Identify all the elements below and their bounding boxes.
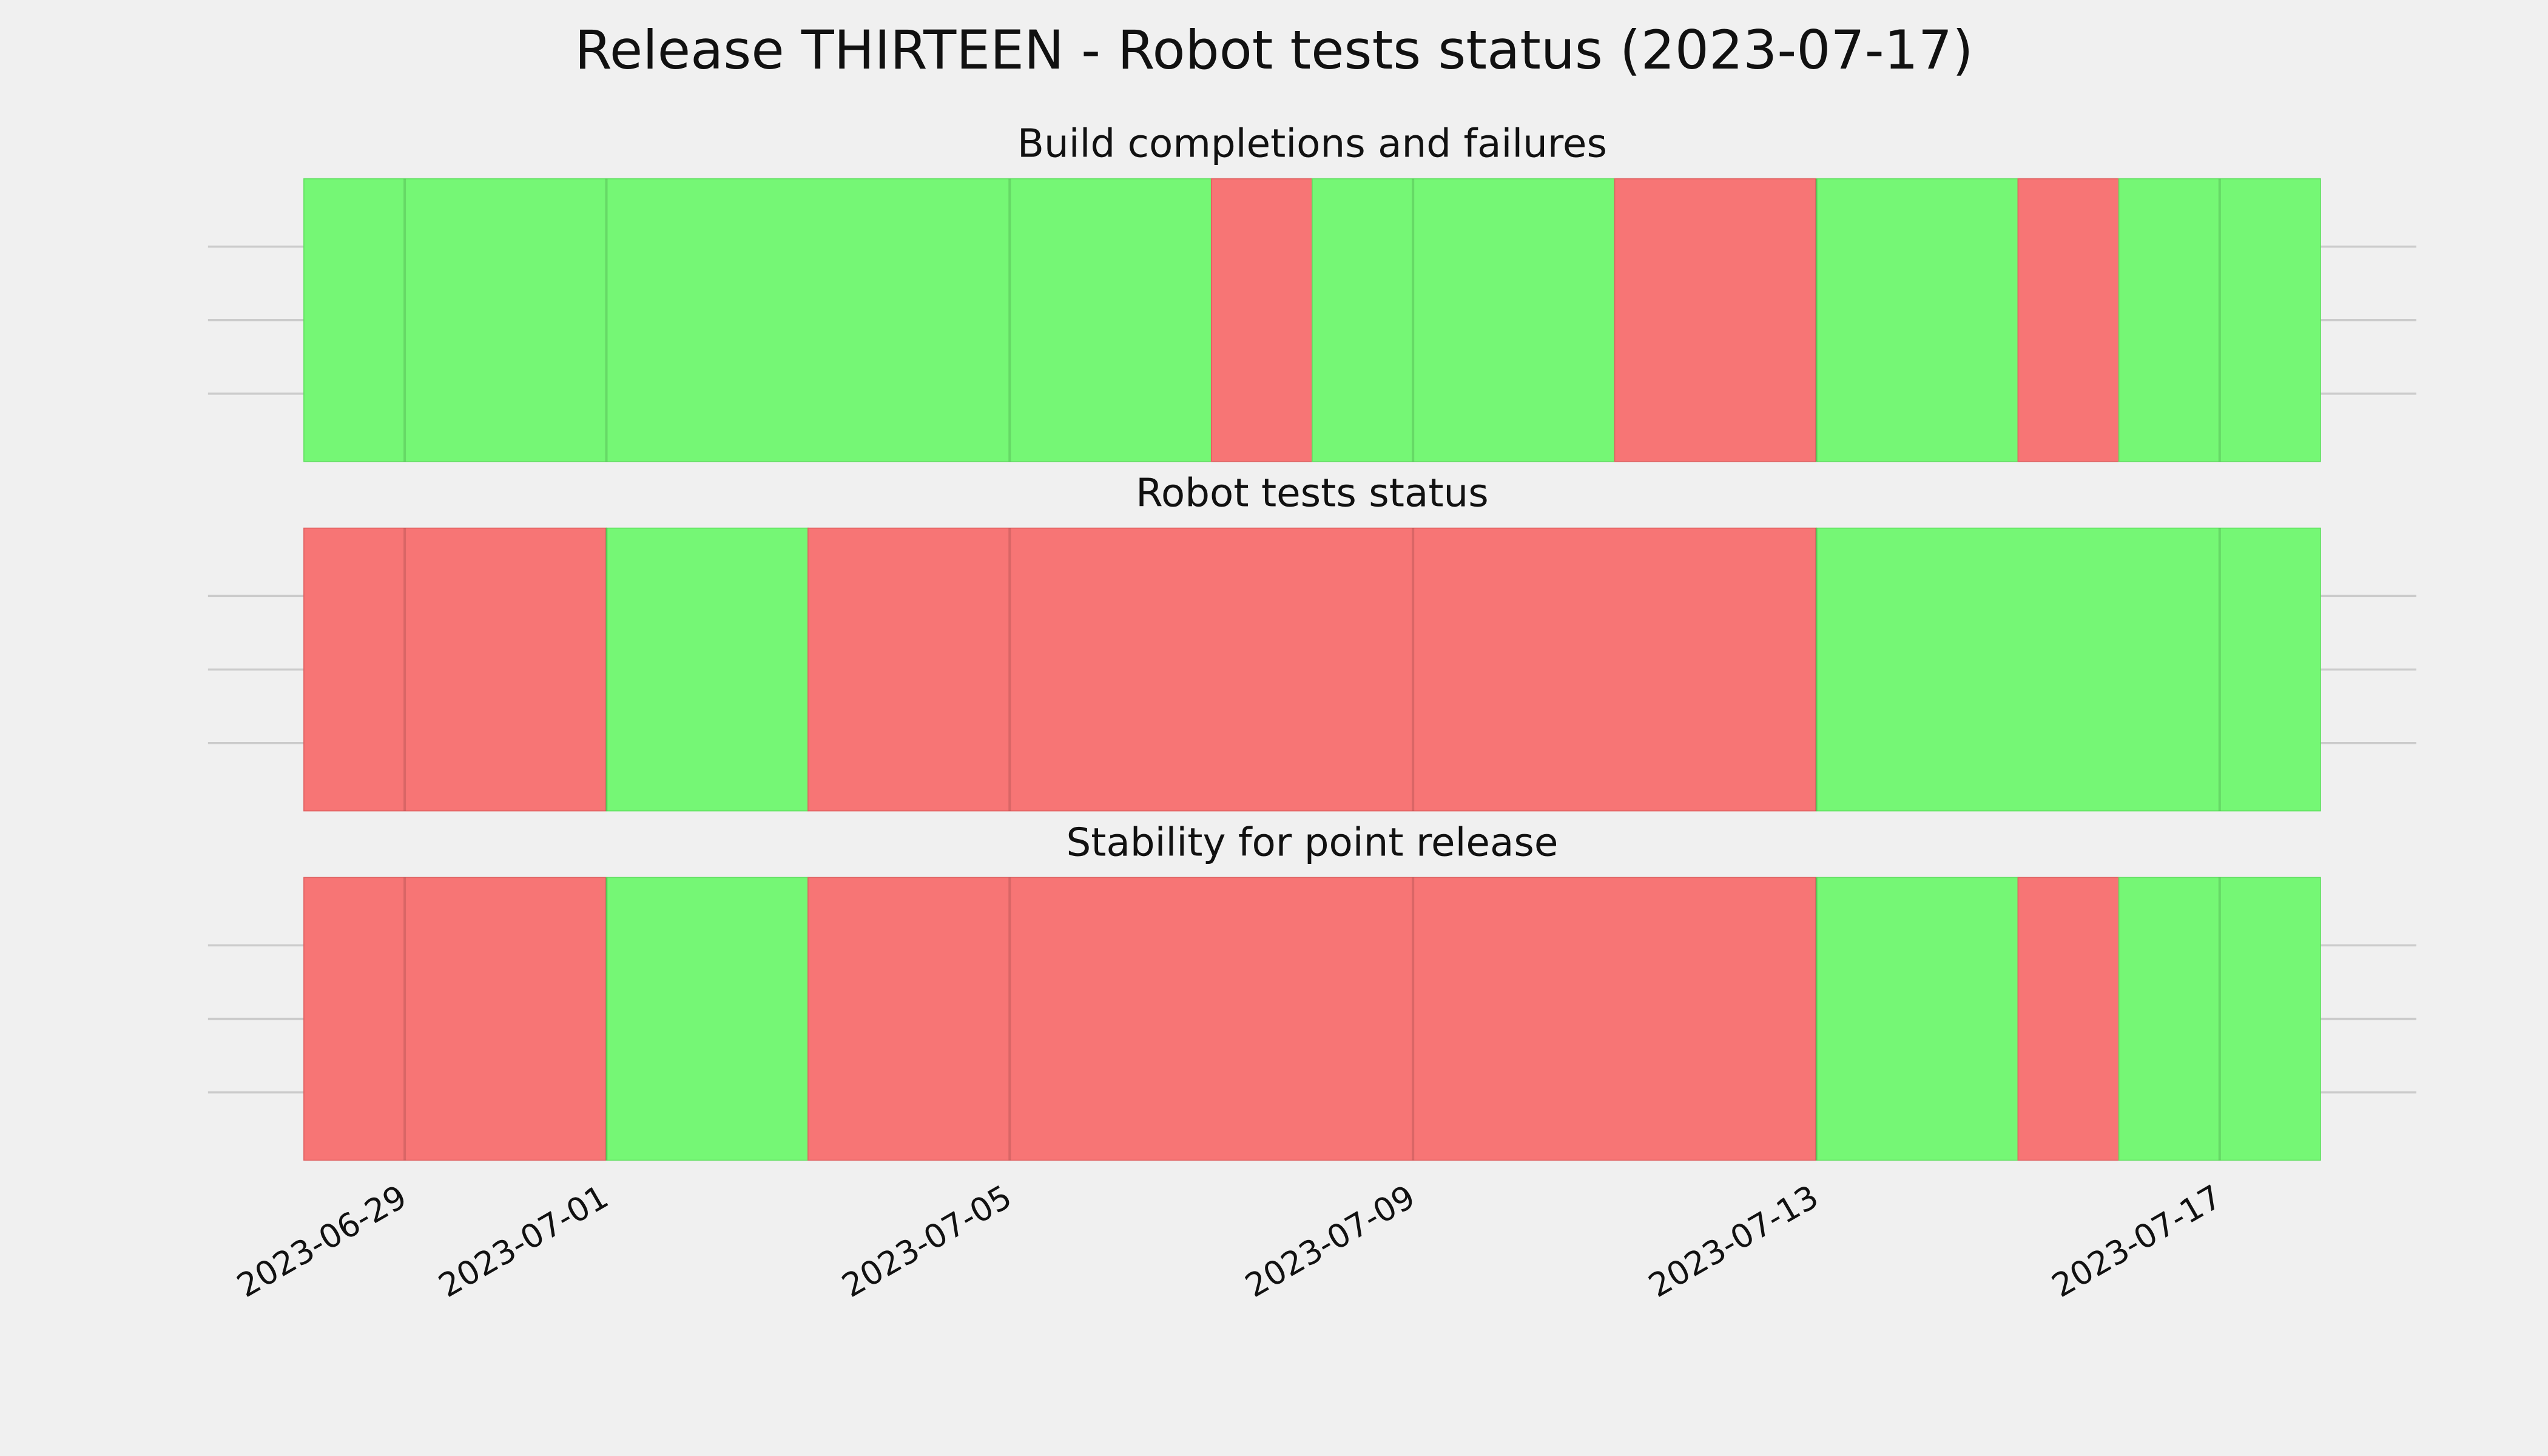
status-span <box>807 877 1817 1161</box>
status-span <box>1312 178 1616 462</box>
chart-title: Release THIRTEEN - Robot tests status (2… <box>575 19 1973 81</box>
status-span <box>2017 178 2120 462</box>
subplot-title: Robot tests status <box>1136 471 1489 516</box>
subplot-title: Build completions and failures <box>1017 121 1607 167</box>
status-span <box>303 527 607 812</box>
status-span <box>605 877 809 1161</box>
subplot-title: Stability for point release <box>1067 820 1559 865</box>
status-span <box>605 527 809 812</box>
status-span <box>2017 877 2120 1161</box>
status-span <box>303 178 1212 462</box>
status-span <box>1816 178 2019 462</box>
status-span <box>1210 178 1313 462</box>
status-span <box>807 527 1817 812</box>
status-span <box>2118 178 2321 462</box>
status-span <box>303 877 607 1161</box>
status-span <box>2118 877 2321 1161</box>
status-span <box>1614 178 1817 462</box>
status-span <box>1816 527 2321 812</box>
status-span <box>1816 877 2019 1161</box>
